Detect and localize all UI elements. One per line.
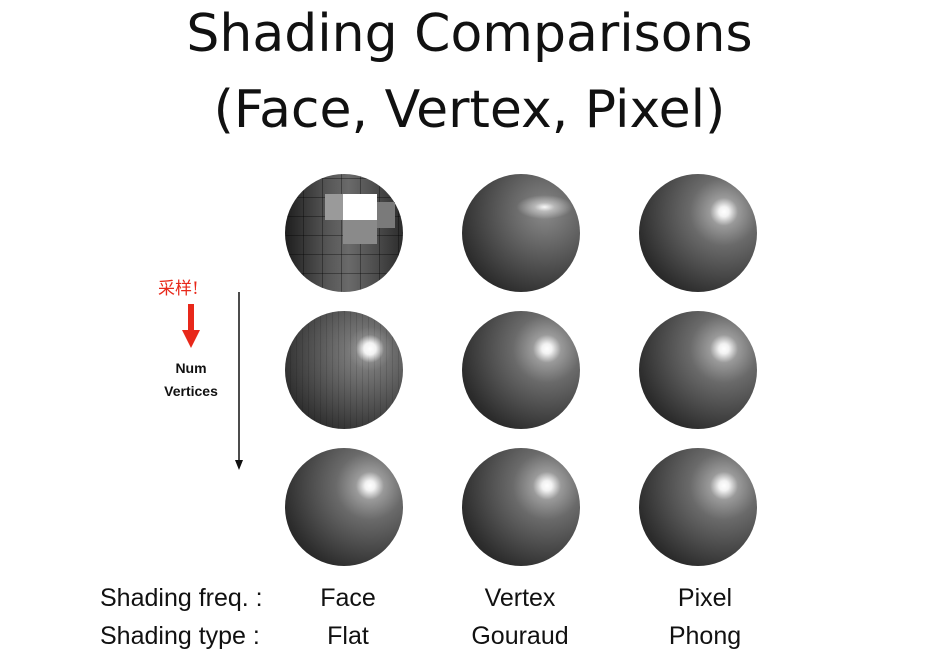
shading-type-label: Shading type : bbox=[100, 622, 260, 650]
page-title-line-2: (Face, Vertex, Pixel) bbox=[213, 80, 726, 140]
sphere-face-row3 bbox=[285, 448, 403, 566]
num-label: Num bbox=[175, 360, 207, 376]
sphere-pixel-row1 bbox=[639, 174, 757, 292]
sphere-face-row1 bbox=[285, 174, 403, 292]
freq-pixel: Pixel bbox=[677, 584, 733, 612]
sampling-label: 采样! bbox=[158, 279, 199, 299]
sphere-vertex-row3 bbox=[462, 448, 580, 566]
freq-face: Face bbox=[320, 584, 376, 612]
shading-freq-label: Shading freq. : bbox=[100, 584, 263, 612]
sphere-vertex-row1 bbox=[462, 174, 580, 292]
sphere-pixel-row3 bbox=[639, 448, 757, 566]
sphere-vertex-row2 bbox=[462, 311, 580, 429]
sphere-pixel-row2 bbox=[639, 311, 757, 429]
down-arrow-icon bbox=[182, 304, 200, 348]
type-phong: Phong bbox=[668, 622, 742, 650]
type-flat: Flat bbox=[327, 622, 369, 650]
type-gouraud: Gouraud bbox=[471, 622, 569, 650]
sphere-face-row2 bbox=[285, 311, 403, 429]
vertices-label: Vertices bbox=[164, 383, 218, 399]
freq-vertex: Vertex bbox=[484, 584, 556, 612]
vertices-axis-arrow-icon bbox=[235, 292, 243, 470]
page-title-line-1: Shading Comparisons bbox=[186, 4, 753, 64]
